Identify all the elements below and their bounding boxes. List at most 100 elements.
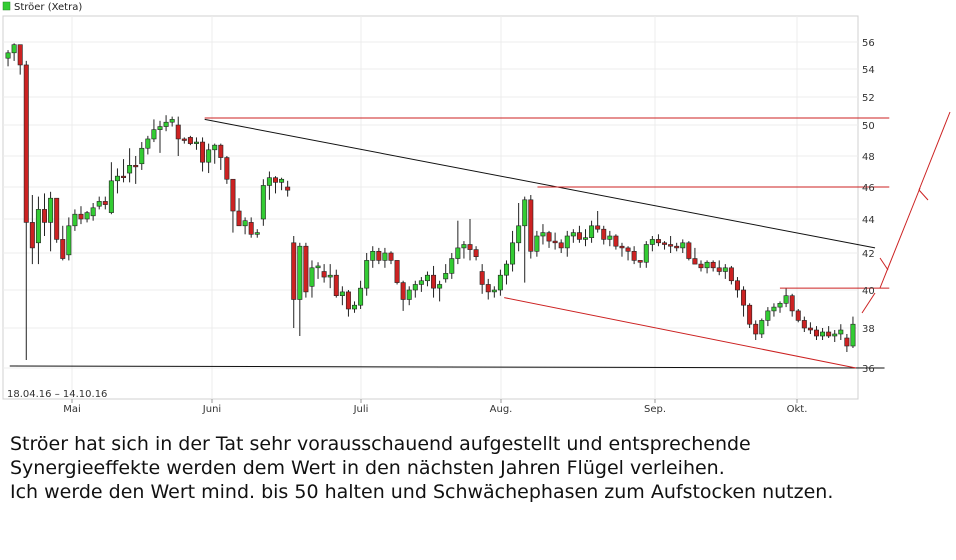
candle-down	[698, 263, 704, 269]
candle-down	[467, 244, 473, 250]
y-tick-label: 40	[862, 286, 875, 297]
candle-down	[734, 280, 740, 291]
candlestick-chart: 56 54 52 50 48 46 44 42 40 38 36 Mai Juni Juli Aug. Se…	[2, 1, 951, 415]
candle-up	[358, 287, 364, 306]
candle-up	[412, 284, 418, 291]
candle-up	[96, 201, 102, 207]
candle-down	[595, 225, 601, 230]
candle-down	[321, 271, 327, 278]
candle-up	[564, 235, 570, 249]
candle-down	[200, 141, 206, 163]
candle-down	[826, 331, 832, 337]
candle-down	[728, 267, 734, 282]
candle-down	[333, 274, 339, 297]
candle-down	[637, 260, 643, 263]
date-range-label: 18.04.16 – 14.10.16	[7, 389, 107, 400]
candle-up	[11, 44, 17, 54]
candle-down	[844, 337, 850, 347]
candle-up	[66, 225, 72, 256]
candle-up	[127, 165, 133, 174]
candle-up	[327, 274, 333, 278]
candle-down	[60, 239, 66, 259]
candle-down	[814, 329, 819, 337]
candle-down	[473, 249, 479, 258]
candle-up	[114, 175, 120, 182]
candle-down	[528, 199, 534, 252]
y-tick-label: 42	[862, 249, 875, 260]
candle-up	[455, 247, 461, 259]
candle-down	[102, 201, 108, 205]
candle-up	[145, 138, 151, 149]
comment-text: Ströer hat sich in der Tat sehr voraussc…	[10, 432, 940, 504]
x-tick-label: Okt.	[787, 404, 808, 415]
candle-up	[704, 261, 710, 269]
candle-up	[418, 280, 424, 285]
candle-down	[655, 239, 661, 244]
candle-down	[345, 291, 351, 310]
candle-up	[680, 242, 686, 249]
candle-down	[17, 44, 23, 66]
candle-down	[485, 284, 491, 293]
candle-down	[662, 242, 668, 245]
candle-down	[710, 261, 716, 269]
candle-up	[522, 199, 528, 227]
candle-up	[35, 209, 41, 244]
arrow-to-50	[879, 187, 921, 289]
candle-down	[741, 289, 747, 306]
arrow-to-56-head	[918, 189, 929, 201]
candle-up	[139, 147, 145, 165]
candles	[5, 43, 856, 360]
candle-up	[370, 251, 376, 261]
candle-up	[163, 121, 169, 127]
candle-up	[206, 149, 212, 163]
candle-up	[151, 129, 157, 140]
candle-down	[674, 245, 680, 249]
y-tick-label: 56	[862, 38, 875, 49]
candle-up	[406, 289, 412, 300]
candle-up	[583, 237, 588, 240]
candle-down	[479, 271, 485, 285]
target-arrows	[861, 111, 951, 314]
y-tick-label: 44	[862, 215, 875, 226]
candle-up	[607, 235, 613, 240]
candle-down	[546, 232, 552, 242]
x-tick-label: Juni	[202, 404, 221, 415]
candle-down	[187, 137, 193, 144]
candle-up	[722, 267, 728, 272]
candle-up	[771, 306, 777, 312]
candle-down	[273, 177, 278, 183]
candle-up	[108, 180, 114, 213]
y-tick-label: 46	[862, 183, 875, 194]
candle-up	[242, 220, 248, 227]
trend-line-red	[504, 297, 857, 369]
candle-down	[558, 242, 564, 249]
candle-up	[169, 119, 175, 123]
candle-up	[315, 265, 321, 269]
candle-up	[783, 295, 789, 304]
candle-up	[437, 284, 443, 289]
candle-up	[297, 245, 303, 300]
candle-up	[424, 274, 430, 282]
candle-up	[503, 263, 509, 276]
y-axis-labels: 56 54 52 50 48 46 44 42 40 38 36	[862, 38, 875, 375]
y-tick-label: 48	[862, 152, 875, 163]
candle-down	[576, 232, 582, 240]
candle-down	[285, 186, 291, 191]
candle-down	[42, 209, 47, 223]
arrow-to-50-head	[879, 257, 889, 271]
trend-line-black	[9, 365, 885, 369]
y-tick-label: 54	[862, 65, 875, 76]
candle-up	[765, 310, 771, 321]
y-tick-label: 52	[862, 93, 875, 104]
candle-down	[692, 258, 698, 265]
candle-up	[382, 252, 388, 261]
candle-down	[625, 247, 631, 252]
candle-down	[619, 245, 625, 249]
x-tick-label: Juli	[353, 404, 369, 415]
arrow-to-56	[918, 111, 951, 191]
candle-up	[279, 178, 285, 183]
candle-up	[352, 304, 358, 310]
candle-up	[777, 302, 783, 308]
candle-up	[461, 244, 467, 249]
candle-down	[431, 274, 437, 289]
